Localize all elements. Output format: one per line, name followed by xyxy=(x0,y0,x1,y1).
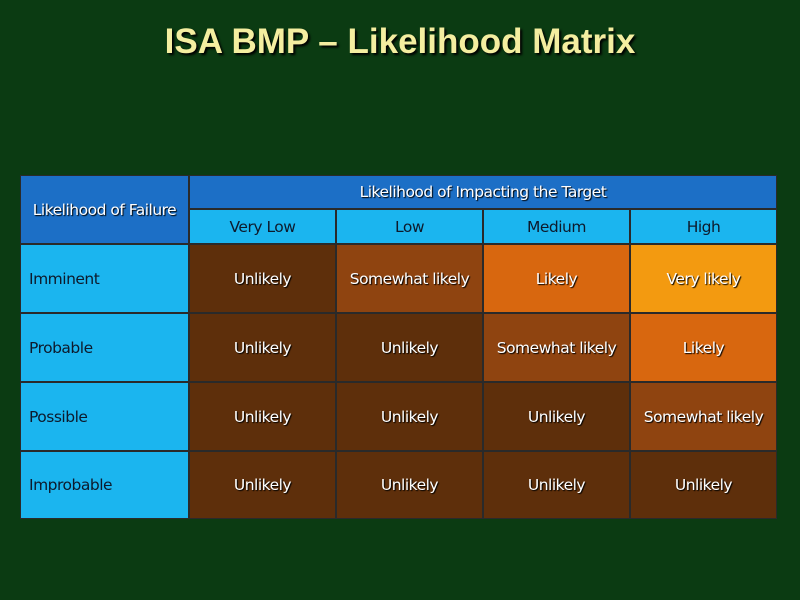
matrix-cell: Unlikely xyxy=(189,313,336,382)
matrix-cell: Unlikely xyxy=(336,382,483,451)
row-label: Improbable xyxy=(20,451,189,519)
matrix-cell: Somewhat likely xyxy=(483,313,630,382)
matrix-cell: Very likely xyxy=(630,244,777,313)
matrix-cell: Unlikely xyxy=(189,244,336,313)
matrix-cell: Unlikely xyxy=(189,451,336,519)
group-header: Likelihood of Impacting the Target xyxy=(189,175,777,209)
row-label: Imminent xyxy=(20,244,189,313)
likelihood-table: Likelihood of Failure Likelihood of Impac… xyxy=(20,175,777,519)
matrix-cell: Unlikely xyxy=(483,382,630,451)
matrix-cell: Likely xyxy=(483,244,630,313)
matrix-cell: Unlikely xyxy=(630,451,777,519)
column-header: High xyxy=(630,209,777,244)
matrix-cell: Somewhat likely xyxy=(630,382,777,451)
column-header: Medium xyxy=(483,209,630,244)
matrix-cell: Somewhat likely xyxy=(336,244,483,313)
row-label: Probable xyxy=(20,313,189,382)
matrix-cell: Unlikely xyxy=(483,451,630,519)
slide-title: ISA BMP – Likelihood Matrix xyxy=(164,22,636,61)
column-header: Low xyxy=(336,209,483,244)
row-label: Possible xyxy=(20,382,189,451)
matrix-cell: Unlikely xyxy=(189,382,336,451)
matrix-cell: Likely xyxy=(630,313,777,382)
corner-header: Likelihood of Failure xyxy=(20,175,189,244)
column-header: Very Low xyxy=(189,209,336,244)
matrix-cell: Unlikely xyxy=(336,313,483,382)
matrix-cell: Unlikely xyxy=(336,451,483,519)
